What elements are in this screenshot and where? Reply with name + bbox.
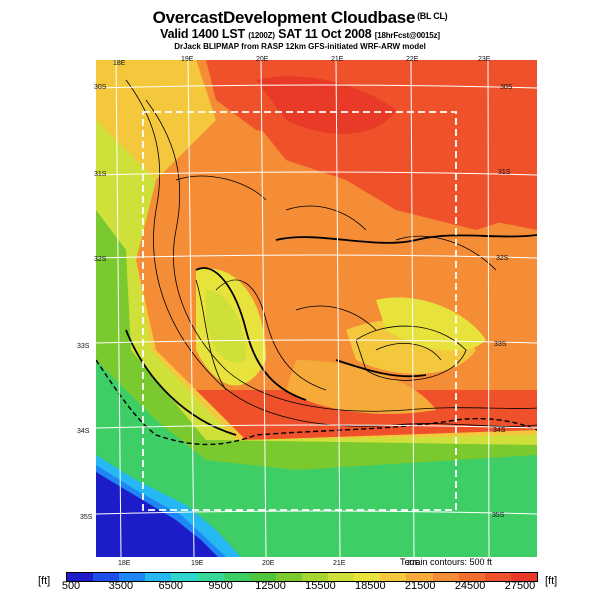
lon-label: 20E [256,56,269,63]
colorbar-swatch [354,573,381,581]
colorbar-unit-right: [ft] [545,575,558,587]
valid-time: Valid 1400 LST (1200Z) SAT 11 Oct 2008 [… [160,27,440,41]
lon-label: 20E [262,560,275,567]
lon-label: 23E [478,56,491,63]
colorbar-swatch [458,573,485,581]
lat-label: 35S [492,512,505,519]
colorbar-tick-label: 24500 [454,580,486,592]
colorbar-swatch [93,573,120,581]
colorbar-swatch [223,573,250,581]
lat-label: 33S [494,341,507,348]
lon-label: 21E [331,56,344,63]
colorbar-swatch [484,573,511,581]
lat-label: 31S [498,169,511,176]
lon-label: 19E [181,56,194,63]
colorbar-tick-label: 27500 [504,580,536,592]
lat-label: 34S [493,427,506,434]
lat-label: 30S [500,84,513,91]
colorbar-tick-label: 6500 [158,580,184,592]
colorbar-tick-label: 15500 [305,580,336,592]
colorbar-swatch [432,573,459,581]
colorbar-swatch [301,573,329,581]
colorbar-swatch [380,573,407,581]
lat-label: 34S [77,428,90,435]
lat-label: 32S [496,255,509,262]
lon-label: 22E [407,560,420,567]
terrain-contour-note: Terrain contours: 500 ft [400,557,493,567]
colorbar-tick-label: 18500 [355,580,386,592]
lat-label: 32S [94,256,107,263]
lon-label: 19E [191,560,204,567]
colorbar-swatch [197,573,224,581]
credit-line: DrJack BLIPMAP from RASP 12km GFS-initia… [174,42,426,51]
colorbar [66,572,538,582]
colorbar-swatch [406,573,433,581]
lon-label: 21E [333,560,346,567]
colorbar-tick-label: 500 [61,580,81,592]
colorbar-tick-label: 21500 [404,580,436,592]
colorbar-swatch [275,573,302,581]
colorbar-swatch [67,573,94,581]
colorbar-swatch [119,573,146,581]
lat-label: 31S [94,171,107,178]
lon-label: 18E [118,560,131,567]
colorbar-swatch [145,573,172,581]
colorbar-swatch [249,573,276,581]
colorbar-tick-label: 3500 [108,580,134,592]
lon-label: 18E [113,60,126,67]
lat-label: 33S [77,343,90,350]
forecast-map [96,60,537,557]
colorbar-tick-label: 12500 [255,580,286,592]
colorbar-swatch [171,573,198,581]
lat-label: 35S [80,514,93,521]
colorbar-tick-label: 9500 [208,580,233,592]
lon-label: 22E [406,56,419,63]
map-title: OvercastDevelopment Cloudbase (BL CL) [152,8,448,27]
colorbar-swatch [510,573,537,581]
lat-label: 30S [94,84,107,91]
colorbar-unit-left: [ft] [38,575,51,587]
colorbar-swatch [328,573,355,581]
